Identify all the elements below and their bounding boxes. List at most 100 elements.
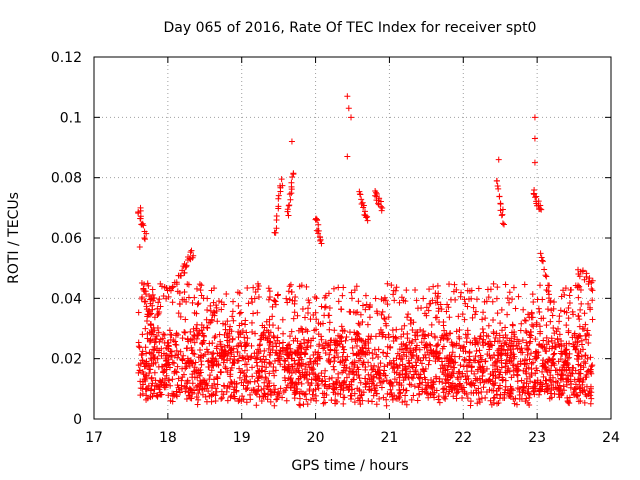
data-point bbox=[187, 386, 194, 393]
data-point bbox=[201, 385, 208, 392]
data-point bbox=[400, 351, 407, 358]
data-point bbox=[407, 368, 414, 375]
data-point bbox=[403, 341, 410, 348]
data-point bbox=[151, 355, 158, 362]
data-point bbox=[558, 348, 565, 355]
data-point bbox=[360, 389, 367, 396]
data-point bbox=[428, 321, 435, 328]
data-point bbox=[143, 386, 150, 393]
data-point bbox=[453, 383, 460, 390]
data-point bbox=[517, 327, 524, 334]
data-point bbox=[405, 363, 412, 370]
data-point bbox=[315, 320, 322, 327]
data-point bbox=[497, 320, 504, 327]
data-point bbox=[376, 195, 383, 202]
data-point bbox=[505, 365, 512, 372]
data-point bbox=[530, 323, 537, 330]
data-point bbox=[576, 316, 583, 323]
data-point bbox=[580, 364, 587, 371]
data-point bbox=[275, 355, 282, 362]
data-point bbox=[501, 340, 508, 347]
data-point bbox=[140, 359, 147, 366]
data-point bbox=[287, 376, 294, 383]
data-point bbox=[196, 386, 203, 393]
data-point bbox=[313, 295, 320, 302]
data-point bbox=[372, 333, 379, 340]
data-point bbox=[582, 391, 589, 398]
data-point bbox=[473, 389, 480, 396]
data-point bbox=[363, 301, 370, 308]
data-point bbox=[271, 334, 278, 341]
data-point bbox=[563, 350, 570, 357]
data-point bbox=[263, 318, 270, 325]
data-point bbox=[497, 391, 504, 398]
data-point bbox=[335, 284, 342, 291]
data-point bbox=[405, 311, 412, 318]
data-point bbox=[425, 307, 432, 314]
data-point bbox=[563, 309, 570, 316]
data-point bbox=[493, 330, 500, 337]
data-point bbox=[187, 328, 194, 335]
data-point bbox=[191, 387, 198, 394]
data-point bbox=[248, 342, 255, 349]
data-point bbox=[579, 381, 586, 388]
data-point bbox=[149, 393, 156, 400]
data-point bbox=[195, 300, 202, 307]
data-point bbox=[375, 369, 382, 376]
data-point bbox=[211, 309, 218, 316]
data-point bbox=[514, 378, 521, 385]
data-point bbox=[228, 349, 235, 356]
data-point bbox=[272, 367, 279, 374]
data-point bbox=[539, 368, 546, 375]
data-point bbox=[142, 325, 149, 332]
data-point bbox=[430, 353, 437, 360]
data-point bbox=[438, 306, 445, 313]
data-point bbox=[224, 382, 231, 389]
data-point bbox=[355, 320, 362, 327]
data-point bbox=[574, 356, 581, 363]
data-point bbox=[522, 317, 529, 324]
data-point bbox=[342, 367, 349, 374]
data-point bbox=[142, 374, 149, 381]
data-point bbox=[139, 368, 146, 375]
data-point bbox=[301, 391, 308, 398]
data-point bbox=[403, 401, 410, 408]
x-axis: 17 18 19 20 21 22 23 24 bbox=[85, 57, 620, 446]
data-point bbox=[530, 299, 537, 305]
data-point bbox=[555, 358, 562, 365]
data-point bbox=[557, 386, 564, 393]
data-point bbox=[376, 366, 383, 373]
data-point bbox=[150, 390, 157, 397]
data-point bbox=[513, 401, 520, 408]
data-point bbox=[362, 381, 369, 388]
data-point bbox=[138, 295, 145, 302]
data-point bbox=[442, 332, 449, 339]
data-point bbox=[205, 363, 212, 370]
data-point bbox=[433, 375, 440, 382]
data-point bbox=[439, 369, 446, 376]
data-point bbox=[249, 373, 256, 380]
data-point bbox=[349, 369, 356, 376]
data-point bbox=[493, 177, 500, 184]
data-point bbox=[575, 361, 582, 368]
data-point bbox=[157, 389, 164, 396]
data-point bbox=[312, 357, 319, 364]
data-point bbox=[213, 388, 220, 395]
data-point bbox=[398, 355, 405, 362]
data-point bbox=[376, 395, 383, 402]
data-point bbox=[507, 390, 514, 397]
data-point bbox=[157, 280, 164, 287]
data-point bbox=[466, 350, 473, 357]
data-point bbox=[318, 378, 325, 385]
data-point bbox=[199, 341, 206, 348]
data-point bbox=[457, 293, 464, 300]
data-point bbox=[480, 384, 487, 391]
data-point bbox=[315, 381, 322, 388]
data-point bbox=[411, 383, 418, 390]
data-point bbox=[425, 332, 432, 339]
data-point bbox=[579, 267, 586, 274]
data-point bbox=[525, 383, 532, 390]
data-point bbox=[543, 334, 550, 341]
data-point bbox=[522, 327, 529, 334]
data-point bbox=[452, 296, 459, 303]
